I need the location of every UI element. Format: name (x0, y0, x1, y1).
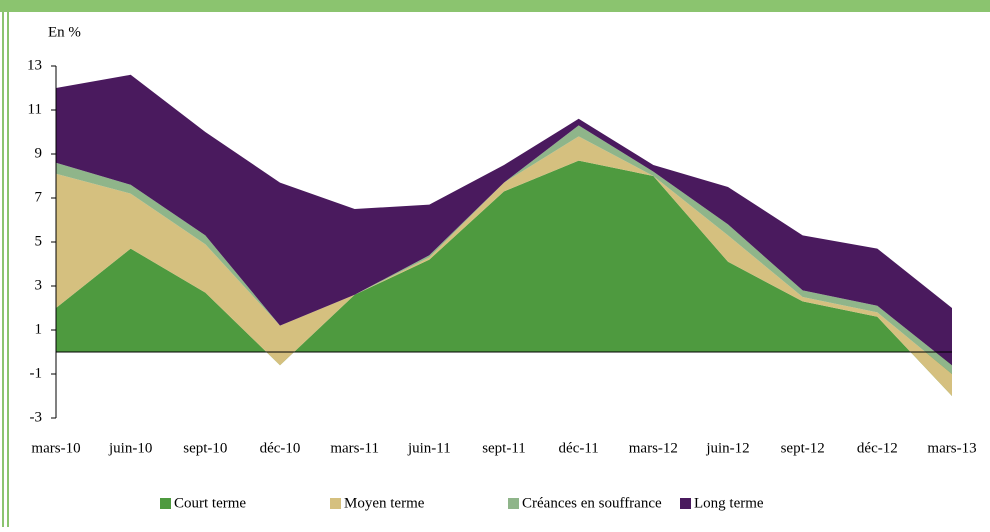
legend-swatch (330, 498, 341, 509)
y-tick-label: -3 (30, 409, 43, 425)
top-band (0, 0, 990, 12)
y-tick-label: 9 (35, 145, 43, 161)
x-tick-label: mars-12 (629, 440, 678, 456)
area (56, 74, 952, 366)
y-tick-label: -1 (30, 365, 43, 381)
x-tick-label: déc-11 (559, 440, 599, 456)
x-tick-label: juin-11 (407, 440, 451, 456)
legend-label: Moyen terme (344, 495, 425, 511)
legend-swatch (160, 498, 171, 509)
y-tick-label: 11 (28, 101, 42, 117)
x-tick-label: déc-10 (260, 440, 301, 456)
x-tick-label: sept-11 (482, 440, 526, 456)
legend-swatch (508, 498, 519, 509)
x-tick-label: déc-12 (857, 440, 898, 456)
x-tick-label: sept-12 (781, 440, 825, 456)
x-tick-label: sept-10 (183, 440, 227, 456)
y-tick-label: 1 (35, 321, 43, 337)
x-tick-label: mars-10 (31, 440, 80, 456)
legend-swatch (680, 498, 691, 509)
legend-label: Court terme (174, 495, 246, 511)
x-tick-label: juin-10 (108, 440, 152, 456)
area (56, 160, 952, 396)
x-tick-label: mars-11 (330, 440, 379, 456)
y-tick-label: 7 (35, 189, 43, 205)
legend-label: Long terme (694, 495, 764, 511)
area (56, 136, 952, 396)
y-tick-label: 13 (27, 57, 42, 73)
y-tick-label: 3 (35, 277, 43, 293)
legend-label: Créances en souffrance (522, 495, 662, 511)
x-tick-label: mars-13 (927, 440, 976, 456)
axis-label: En % (48, 24, 81, 40)
x-tick-label: juin-12 (705, 440, 749, 456)
y-tick-label: 5 (35, 233, 43, 249)
